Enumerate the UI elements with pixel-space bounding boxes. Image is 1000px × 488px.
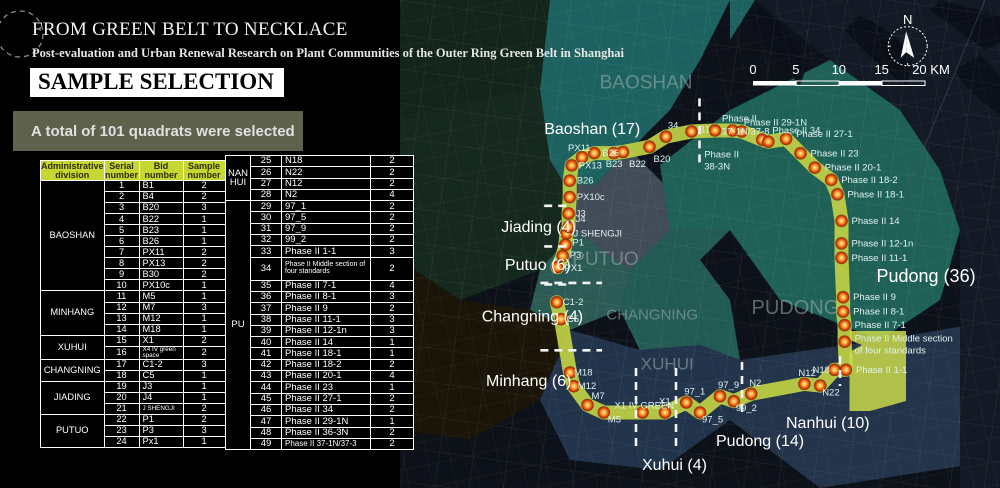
svg-text:J SHENGJI: J SHENGJI bbox=[574, 228, 623, 239]
svg-text:Phase II 1-1: Phase II 1-1 bbox=[856, 365, 907, 376]
svg-text:Baoshan (17): Baoshan (17) bbox=[544, 121, 640, 138]
svg-text:Phase II Middle section: Phase II Middle section bbox=[855, 334, 953, 345]
svg-text:P3: P3 bbox=[570, 250, 582, 261]
svg-text:Phase II 8-1: Phase II 8-1 bbox=[853, 307, 904, 318]
svg-text:10: 10 bbox=[832, 62, 846, 77]
svg-text:N22: N22 bbox=[822, 388, 839, 399]
svg-text:B23: B23 bbox=[606, 159, 623, 170]
svg-text:38-3N: 38-3N bbox=[704, 162, 730, 173]
svg-text:Phase II 11-1: Phase II 11-1 bbox=[852, 253, 908, 264]
svg-text:97_1: 97_1 bbox=[684, 387, 705, 398]
svg-text:97_5: 97_5 bbox=[702, 415, 723, 426]
svg-text:B1: B1 bbox=[699, 125, 711, 136]
svg-text:Phase II 18-2: Phase II 18-2 bbox=[841, 175, 898, 186]
svg-text:Pudong (36): Pudong (36) bbox=[877, 266, 976, 286]
svg-text:CHANGNING: CHANGNING bbox=[606, 306, 698, 323]
svg-text:Phase II 23: Phase II 23 bbox=[811, 148, 859, 159]
svg-text:B22: B22 bbox=[629, 159, 646, 170]
svg-text:M12: M12 bbox=[578, 381, 596, 392]
svg-text:5: 5 bbox=[792, 62, 799, 77]
svg-text:M7: M7 bbox=[592, 391, 605, 402]
svg-text:Pudong (14): Pudong (14) bbox=[716, 433, 804, 450]
svg-text:B26: B26 bbox=[577, 176, 594, 187]
svg-text:C5: C5 bbox=[567, 314, 579, 325]
svg-text:Phase II 18-1: Phase II 18-1 bbox=[847, 189, 904, 200]
svg-text:Phase II 9: Phase II 9 bbox=[853, 292, 896, 303]
svg-text:B20: B20 bbox=[654, 154, 671, 165]
svg-text:N12: N12 bbox=[798, 368, 815, 379]
svg-text:0: 0 bbox=[749, 62, 756, 77]
svg-text:Xuhui (4): Xuhui (4) bbox=[642, 457, 707, 474]
svg-text:Phase II 27-1: Phase II 27-1 bbox=[796, 129, 853, 140]
svg-text:of four standards: of four standards bbox=[855, 346, 927, 357]
svg-text:20 KM: 20 KM bbox=[912, 62, 950, 77]
svg-text:J3: J3 bbox=[576, 209, 586, 220]
svg-text:M18: M18 bbox=[574, 368, 592, 379]
svg-text:Phase II 14: Phase II 14 bbox=[852, 216, 900, 227]
svg-text:PX13: PX13 bbox=[579, 160, 602, 171]
svg-text:Putuo (6): Putuo (6) bbox=[505, 257, 571, 274]
svg-text:PX11: PX11 bbox=[568, 143, 591, 154]
svg-text:97_9: 97_9 bbox=[718, 380, 739, 391]
svg-text:PX1: PX1 bbox=[565, 263, 583, 274]
svg-text:PX10c: PX10c bbox=[577, 192, 605, 203]
svg-text:PUDONG: PUDONG bbox=[752, 297, 840, 319]
svg-text:Phase II: Phase II bbox=[704, 150, 739, 161]
svg-text:N: N bbox=[903, 12, 912, 27]
svg-text:Phase II 12-1n: Phase II 12-1n bbox=[852, 238, 914, 249]
svg-text:BAOSHAN: BAOSHAN bbox=[600, 72, 693, 93]
svg-text:X1 IV GREEN: X1 IV GREEN bbox=[615, 401, 675, 412]
svg-text:Phase II 7-1: Phase II 7-1 bbox=[855, 320, 906, 331]
svg-text:34: 34 bbox=[668, 121, 679, 132]
svg-text:Phase II 20-1: Phase II 20-1 bbox=[825, 163, 882, 174]
svg-text:99_2: 99_2 bbox=[736, 403, 757, 414]
svg-text:XUHUI: XUHUI bbox=[641, 355, 694, 374]
svg-text:C1-2: C1-2 bbox=[563, 297, 584, 308]
svg-text:B26: B26 bbox=[602, 148, 619, 159]
svg-text:M5: M5 bbox=[608, 415, 621, 426]
svg-text:Jiading (4): Jiading (4) bbox=[501, 219, 576, 236]
svg-text:Nanhui (10): Nanhui (10) bbox=[786, 415, 870, 432]
svg-text:Minhang (6): Minhang (6) bbox=[486, 373, 571, 390]
svg-text:N2: N2 bbox=[749, 378, 761, 389]
svg-text:15: 15 bbox=[874, 62, 888, 77]
